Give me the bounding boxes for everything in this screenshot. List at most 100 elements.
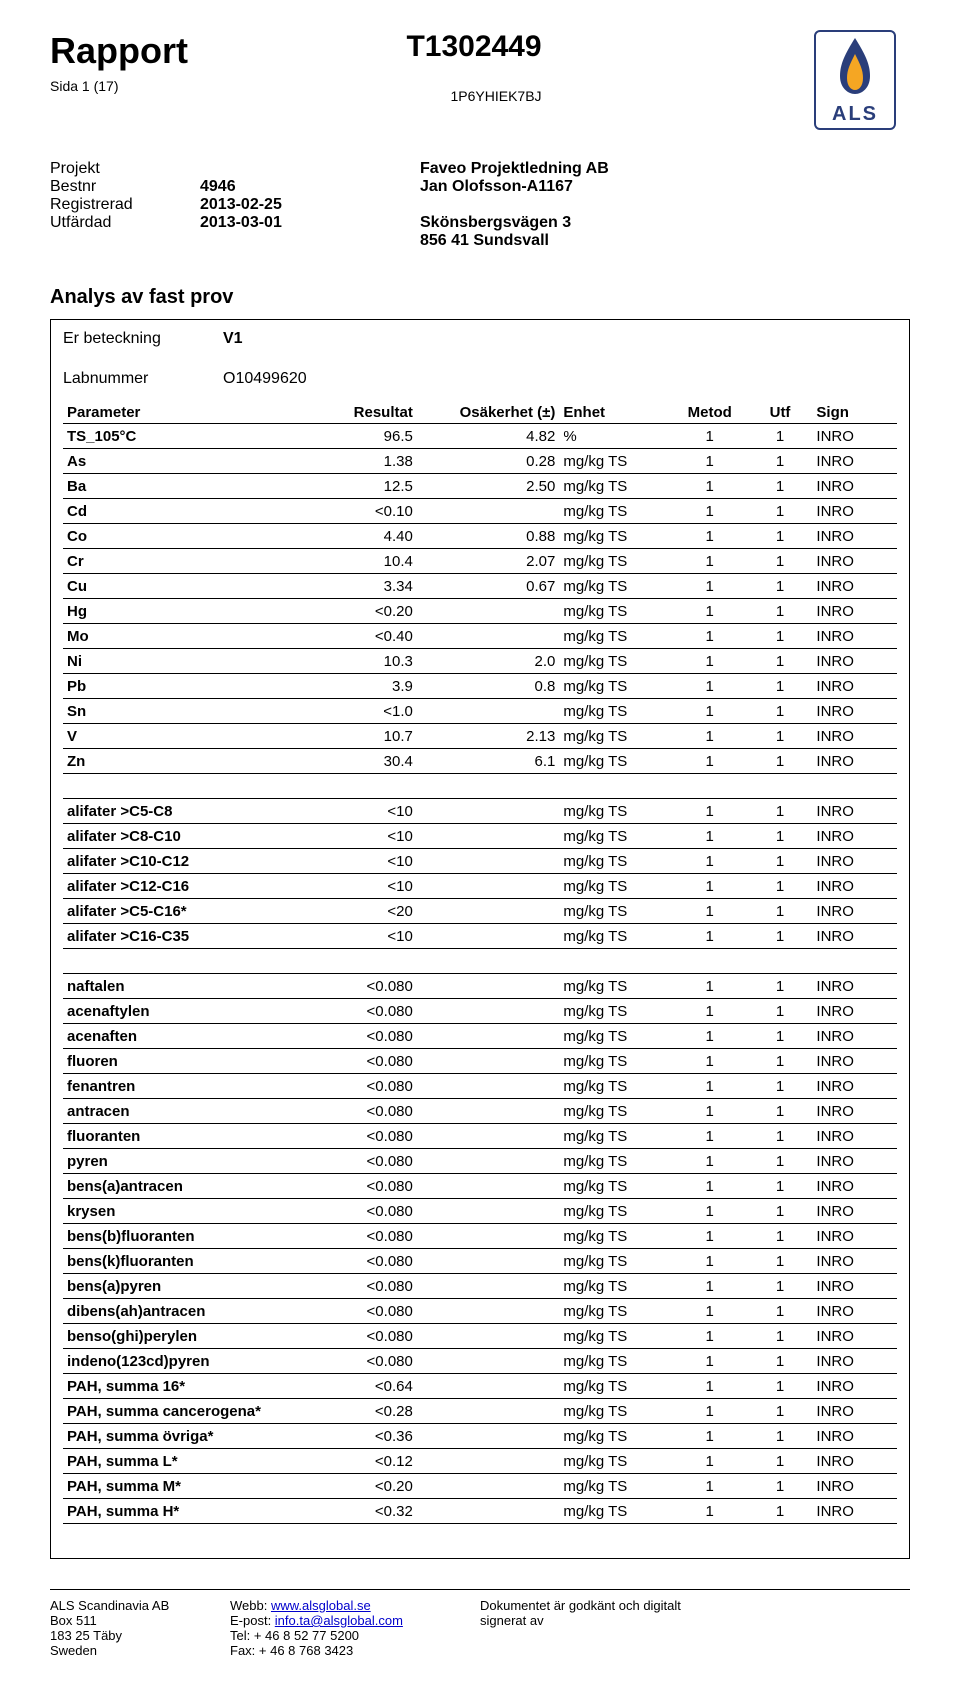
spacer-row [63, 949, 897, 974]
table-cell: 1 [748, 474, 813, 499]
table-cell: 1 [748, 724, 813, 749]
table-cell: <0.32 [294, 1499, 417, 1524]
table-cell: <0.080 [294, 1199, 417, 1224]
table-cell: mg/kg TS [559, 649, 671, 674]
table-cell: INRO [812, 849, 897, 874]
table-cell: 1 [672, 449, 748, 474]
table-cell: mg/kg TS [559, 874, 671, 899]
table-cell: 1 [672, 1024, 748, 1049]
table-cell [417, 799, 560, 824]
address-line2: 856 41 Sundsvall [420, 232, 609, 250]
table-cell [417, 824, 560, 849]
table-cell: <10 [294, 849, 417, 874]
table-cell: INRO [812, 1424, 897, 1449]
table-cell: <0.080 [294, 1249, 417, 1274]
table-cell: Cr [63, 549, 294, 574]
spacer-cell [748, 774, 813, 799]
header-left: Rapport Sida 1 (17) [50, 30, 188, 94]
table-cell: <0.080 [294, 974, 417, 999]
table-cell: 1 [748, 1324, 813, 1349]
table-cell: INRO [812, 424, 897, 449]
table-cell: mg/kg TS [559, 899, 671, 924]
spacer-cell [63, 949, 294, 974]
table-cell: 1 [748, 499, 813, 524]
table-cell: INRO [812, 1099, 897, 1124]
table-row: Ni10.32.0mg/kg TS11INRO [63, 649, 897, 674]
header-row: Rapport Sida 1 (17) T1302449 1P6YHIEK7BJ… [50, 30, 910, 130]
table-cell: alifater >C10-C12 [63, 849, 294, 874]
table-cell: mg/kg TS [559, 924, 671, 949]
table-cell: 1 [672, 1399, 748, 1424]
table-cell: Mo [63, 624, 294, 649]
table-cell: mg/kg TS [559, 1324, 671, 1349]
table-cell: 1 [748, 1424, 813, 1449]
table-row: alifater >C5-C16*<20mg/kg TS11INRO [63, 899, 897, 924]
table-cell: 1 [672, 1124, 748, 1149]
table-cell [417, 1149, 560, 1174]
th-osakerhet: Osäkerhet (±) [417, 402, 560, 424]
table-cell: mg/kg TS [559, 599, 671, 624]
table-cell: INRO [812, 574, 897, 599]
table-cell: 1 [748, 424, 813, 449]
table-cell: 1 [672, 699, 748, 724]
table-cell: 1 [672, 599, 748, 624]
footer-company: ALS Scandinavia AB [50, 1598, 230, 1613]
footer-web-link[interactable]: www.alsglobal.se [271, 1598, 371, 1613]
th-utf: Utf [748, 402, 813, 424]
table-cell: 1 [672, 824, 748, 849]
table-cell: 1 [672, 524, 748, 549]
table-cell: 1 [748, 1074, 813, 1099]
table-cell: PAH, summa M* [63, 1474, 294, 1499]
footer-web-label: Webb: [230, 1598, 271, 1613]
table-cell: INRO [812, 799, 897, 824]
flame-icon [820, 36, 890, 96]
spacer-cell [672, 774, 748, 799]
table-cell: mg/kg TS [559, 1399, 671, 1424]
table-cell: 1 [748, 674, 813, 699]
spacer-cell [294, 949, 417, 974]
table-cell: % [559, 424, 671, 449]
reg-label: Registrerad [50, 196, 200, 214]
table-cell: TS_105°C [63, 424, 294, 449]
table-cell: INRO [812, 1224, 897, 1249]
table-cell: 1 [748, 624, 813, 649]
table-cell: INRO [812, 999, 897, 1024]
table-cell: <0.080 [294, 1324, 417, 1349]
table-row: As1.380.28mg/kg TS11INRO [63, 449, 897, 474]
table-cell: 1 [672, 799, 748, 824]
table-cell [417, 874, 560, 899]
table-cell: 1 [748, 1174, 813, 1199]
table-row: alifater >C5-C8<10mg/kg TS11INRO [63, 799, 897, 824]
spacer [420, 196, 609, 214]
table-cell [417, 1274, 560, 1299]
table-cell: <20 [294, 899, 417, 924]
table-cell: 1 [672, 1324, 748, 1349]
table-cell: 1 [672, 899, 748, 924]
table-cell: 1 [672, 499, 748, 524]
table-cell: Hg [63, 599, 294, 624]
table-cell: INRO [812, 1024, 897, 1049]
table-cell: mg/kg TS [559, 1299, 671, 1324]
table-cell: 1 [748, 549, 813, 574]
table-cell: INRO [812, 599, 897, 624]
table-cell: 1 [748, 849, 813, 874]
table-cell: alifater >C5-C8 [63, 799, 294, 824]
table-cell: 1 [748, 1499, 813, 1524]
table-cell: alifater >C8-C10 [63, 824, 294, 849]
bestnr-label: Bestnr [50, 178, 200, 196]
table-row: PAH, summa L*<0.12mg/kg TS11INRO [63, 1449, 897, 1474]
footer-email-link[interactable]: info.ta@alsglobal.com [275, 1613, 403, 1628]
table-cell: 1 [748, 1349, 813, 1374]
table-cell: <0.080 [294, 1349, 417, 1374]
bestnr-value: 4946 [200, 178, 236, 196]
table-cell: 1 [748, 1224, 813, 1249]
table-cell: INRO [812, 1349, 897, 1374]
spacer-cell [559, 1524, 671, 1549]
table-cell: 1 [748, 899, 813, 924]
spacer-cell [559, 774, 671, 799]
table-cell: <0.080 [294, 1274, 417, 1299]
table-cell [417, 1449, 560, 1474]
table-cell: 2.50 [417, 474, 560, 499]
table-cell: 1 [748, 924, 813, 949]
table-row: Mo<0.40mg/kg TS11INRO [63, 624, 897, 649]
